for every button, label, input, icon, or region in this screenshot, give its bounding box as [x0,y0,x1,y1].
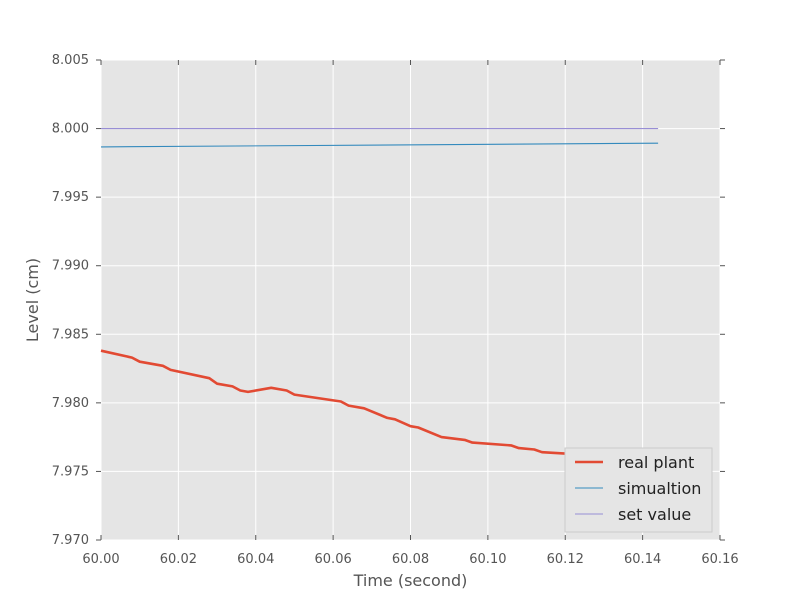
x-axis-title: Time (second) [353,571,468,590]
x-tick-label: 60.16 [701,552,738,567]
legend: real plant simualtion set value [564,447,713,533]
legend-label: simualtion [618,479,701,498]
series-line-0 [100,349,659,462]
x-tick-label: 60.06 [315,552,352,567]
series-line-1 [100,142,659,148]
x-tick-label: 60.04 [237,552,274,567]
x-tick-label: 60.02 [160,552,197,567]
x-tick-label: 60.12 [547,552,584,567]
legend-label: real plant [618,453,694,472]
y-tick-label: 8.000 [52,122,89,137]
x-tick-label: 60.08 [392,552,429,567]
x-tick-label: 60.10 [469,552,506,567]
y-tick-label: 7.970 [52,533,89,548]
y-tick-label: 8.005 [52,53,89,68]
y-tick-label: 7.995 [52,190,89,205]
y-tick-label: 7.985 [52,327,89,342]
y-axis-title: Level (cm) [23,258,42,342]
x-tick-label: 60.00 [82,552,119,567]
y-tick-label: 7.975 [52,464,89,479]
legend-label: set value [618,505,691,524]
y-tick-label: 7.980 [52,396,89,411]
series-lines [100,128,659,462]
x-tick-label: 60.14 [624,552,661,567]
y-tick-label: 7.990 [52,259,89,274]
axes: 60.00 60.02 60.04 60.06 60.08 60.10 60.12 60.14… [52,53,739,567]
